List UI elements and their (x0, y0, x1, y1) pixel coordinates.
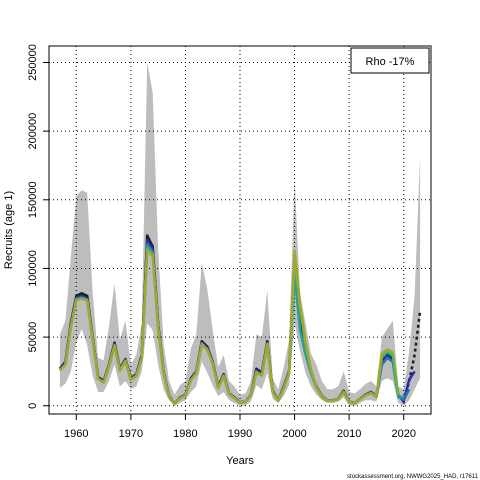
y-tick-label: 200000 (27, 113, 39, 150)
x-tick-label: 1990 (228, 428, 252, 440)
confidence-band (59, 62, 421, 406)
series-line-6 (59, 249, 394, 406)
legend-text: Rho -17% (366, 56, 415, 68)
grid-layer (49, 46, 431, 414)
plot-frame (48, 45, 432, 415)
x-tick-label: 1970 (119, 428, 143, 440)
y-tick-label: 0 (27, 403, 39, 409)
y-tick-label: 250000 (27, 44, 39, 81)
legend: Rho -17% (350, 47, 430, 74)
y-axis-title: Recruits (age 1) (3, 191, 15, 269)
x-tick-label: 2020 (391, 428, 415, 440)
confidence-band-layer (59, 62, 421, 406)
series-layer (58, 234, 422, 406)
x-tick-label: 2000 (282, 428, 306, 440)
y-tick-label: 150000 (27, 181, 39, 218)
footer-credit: stockassessment.org, NWWG2025_HAD, r1761… (347, 474, 479, 480)
y-tick-label: 50000 (27, 322, 39, 353)
x-tick-label: 1980 (173, 428, 197, 440)
x-axis-title: Years (226, 455, 254, 467)
x-tick-label: 1960 (64, 428, 88, 440)
legend-box (350, 47, 430, 74)
y-tick-label: 100000 (27, 250, 39, 287)
x-tick-label: 2010 (337, 428, 361, 440)
axis-layer: 1960 1970 1980 1990 2000 2010 2020 0 50000 100000… (27, 44, 416, 440)
